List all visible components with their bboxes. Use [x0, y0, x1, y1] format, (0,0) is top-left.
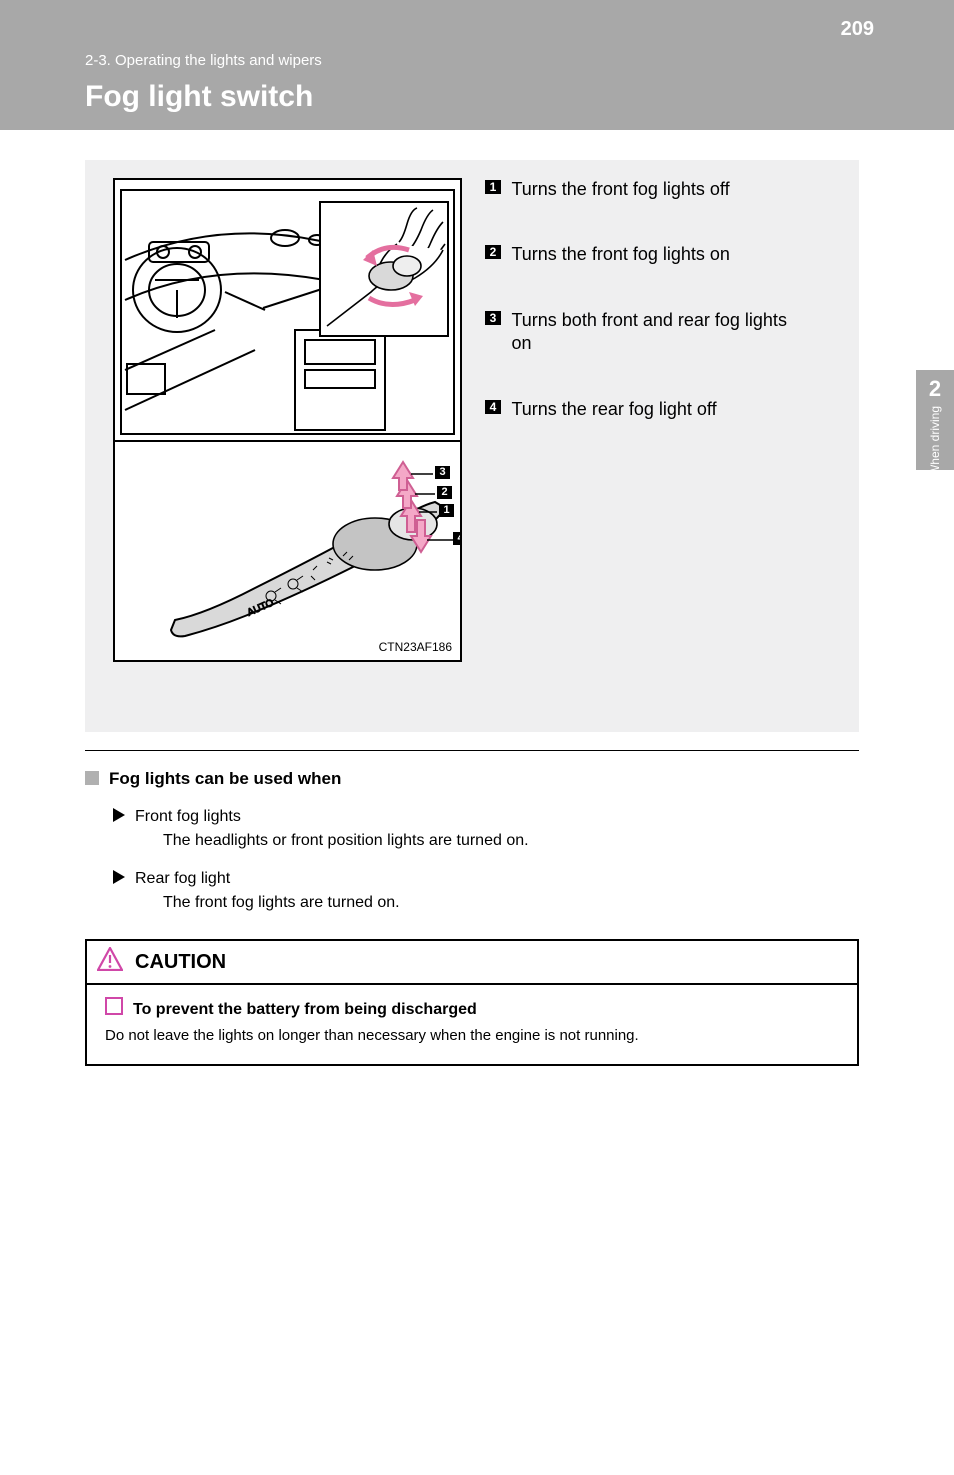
arrowhead-icon [113, 808, 125, 822]
side-tab: 2 When driving [916, 370, 954, 470]
caution-body-text: Do not leave the lights on longer than n… [105, 1025, 839, 1046]
page-number: 209 [841, 18, 874, 41]
caution-heading-text: CAUTION [135, 951, 226, 974]
operate-label: Rear fog light [135, 870, 230, 887]
side-tab-number: 2 [916, 376, 954, 402]
caution-heading: CAUTION [87, 941, 857, 985]
caution-box: CAUTION To prevent the battery from bein… [85, 939, 859, 1066]
figure-bottom-drawing: AUTO [115, 440, 460, 658]
page-title: Fog light switch [85, 80, 313, 114]
figure-top-drawing [115, 180, 460, 440]
sub-title-text: Fog lights can be used when [109, 769, 341, 788]
operate-entry: Rear fog light The front fog lights are … [113, 867, 859, 915]
header-bar: 209 2-3. Operating the lights and wipers… [0, 0, 954, 130]
legend-entry: 1 Turns the front fog lights off [485, 178, 825, 201]
legend-num-badge: 4 [485, 400, 501, 414]
legend-num-badge: 2 [485, 245, 501, 259]
legend-entry: 3 Turns both front and rear fog lights o… [485, 309, 825, 356]
warning-triangle-icon [97, 947, 123, 977]
figure-badge-1: 1 [439, 504, 454, 517]
legend-num-badge: 3 [485, 311, 501, 325]
legend-text: Turns both front and rear fog lights on [511, 309, 811, 356]
legend-entry: 2 Turns the front fog lights on [485, 243, 825, 266]
legend-text: Turns the front fog lights off [511, 178, 811, 201]
sub-title: Fog lights can be used when [85, 769, 859, 789]
legend-column: 1 Turns the front fog lights off 2 Turns… [485, 178, 825, 463]
figure-area: AUTO [113, 178, 458, 662]
operate-body: The headlights or front position lights … [163, 829, 859, 853]
side-tab-label: When driving [928, 406, 942, 476]
legend-text: Turns the front fog lights on [511, 243, 811, 266]
operate-body: The front fog lights are turned on. [163, 891, 859, 915]
caution-body: To prevent the battery from being discha… [87, 985, 857, 1064]
section-path: 2-3. Operating the lights and wipers [85, 52, 322, 69]
content-light-box: AUTO [85, 160, 859, 732]
figure-code: CTN23AF186 [379, 640, 452, 654]
separator-line [85, 750, 859, 751]
operate-label: Front fog lights [135, 808, 241, 825]
figure-badge-2: 2 [437, 486, 452, 499]
legend-entry: 4 Turns the rear fog light off [485, 398, 825, 421]
caution-body-title: To prevent the battery from being discha… [105, 997, 839, 1019]
operating-conditions: Fog lights can be used when Front fog li… [85, 769, 859, 915]
legend-text: Turns the rear fog light off [511, 398, 811, 421]
magenta-outline-square-icon [105, 997, 123, 1015]
figure-badge-3: 3 [435, 466, 450, 479]
operate-entry: Front fog lights The headlights or front… [113, 805, 859, 853]
figure-badge-4: 4 [453, 532, 462, 545]
arrowhead-icon [113, 870, 125, 884]
caution-body-title-text: To prevent the battery from being discha… [133, 1001, 477, 1018]
gray-square-icon [85, 771, 99, 785]
figure-frame: AUTO [113, 178, 462, 662]
legend-num-badge: 1 [485, 180, 501, 194]
